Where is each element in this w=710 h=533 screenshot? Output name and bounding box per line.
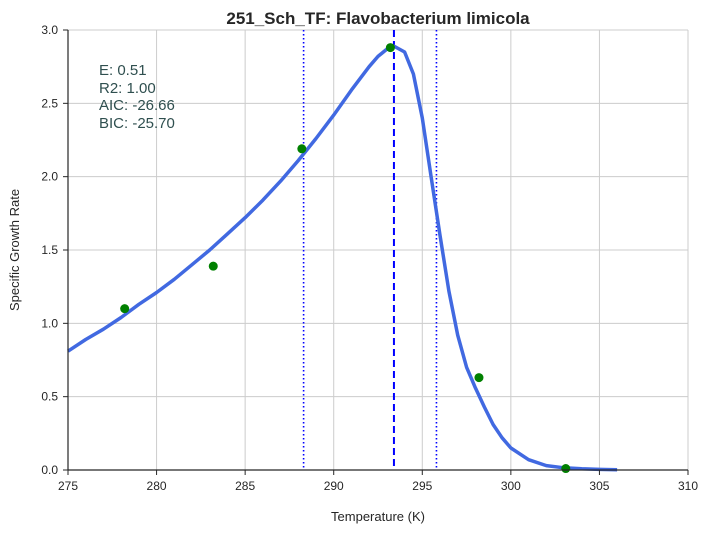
y-tick-label: 0.5 [41, 390, 58, 404]
x-tick-label: 280 [147, 479, 167, 493]
y-axis-label: Specific Growth Rate [7, 189, 22, 311]
chart-title: 251_Sch_TF: Flavobacterium limicola [226, 9, 530, 28]
x-tick-label: 310 [678, 479, 698, 493]
grid-lines [68, 29, 689, 470]
observation-point [385, 43, 395, 53]
y-tick-label: 2.0 [41, 170, 58, 184]
observation-point [297, 144, 307, 154]
x-tick-label: 290 [324, 479, 344, 493]
x-tick-label: 295 [412, 479, 432, 493]
observation-points [120, 43, 571, 474]
stat-e: E: 0.51 [99, 62, 147, 79]
x-tick-label: 305 [589, 479, 609, 493]
observation-point [474, 373, 484, 383]
observation-point [208, 261, 218, 271]
y-tick-label: 1.5 [41, 243, 58, 257]
observation-point [561, 464, 571, 474]
observation-point [120, 304, 130, 314]
x-tick-label: 285 [235, 479, 255, 493]
y-tick-label: 3.0 [41, 23, 58, 37]
y-tick-label: 1.0 [41, 316, 58, 330]
x-axis-label: Temperature (K) [331, 509, 425, 524]
reference-lines [302, 30, 438, 470]
y-tick-label: 2.5 [41, 96, 58, 110]
x-tick-label: 275 [58, 479, 78, 493]
x-tick-label: 300 [501, 479, 521, 493]
axes [63, 29, 689, 475]
fit-statistics: E: 0.51 R2: 1.00 AIC: -26.66 BIC: -25.70 [99, 62, 175, 132]
y-tick-label: 0.0 [41, 463, 58, 477]
stat-bic: BIC: -25.70 [99, 115, 175, 132]
stat-aic: AIC: -26.66 [99, 97, 175, 114]
tick-labels: 275 280 285 290 295 300 305 310 0.0 0.5 1.0 1.5 2.0 2… [41, 23, 698, 493]
stat-r2: R2: 1.00 [99, 80, 156, 97]
